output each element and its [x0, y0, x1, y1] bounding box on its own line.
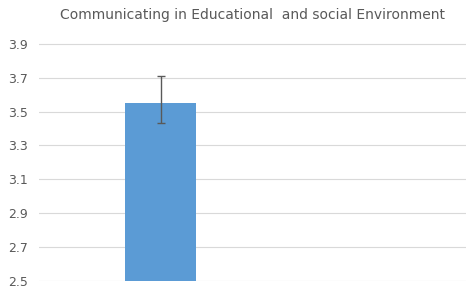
Title: Communicating in Educational  and social Environment: Communicating in Educational and social …: [60, 8, 445, 22]
Bar: [125, 103, 196, 281]
